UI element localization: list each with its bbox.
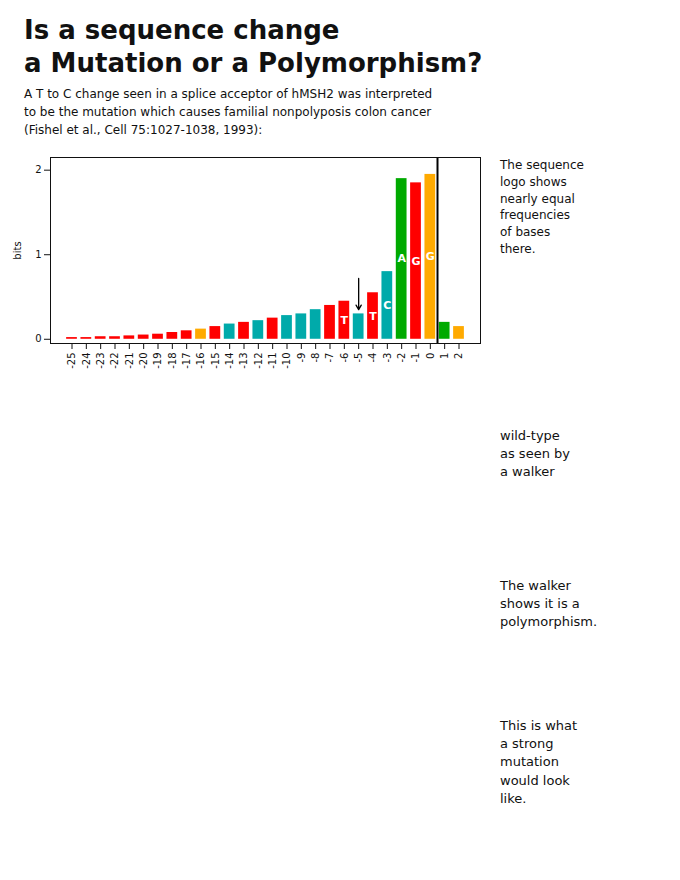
svg-text:-2: -2: [396, 353, 407, 363]
svg-text:-1: -1: [410, 353, 421, 363]
html-text:The sequence logo shows nearly: The sequence logo shows nearly equal fre…: [500, 158, 584, 256]
svg-text:2: 2: [453, 353, 464, 359]
svg-text:-15: -15: [210, 353, 221, 369]
svg-text:-21: -21: [124, 353, 135, 369]
svg-text:T: T: [369, 310, 377, 323]
svg-text:-13: -13: [238, 353, 249, 369]
svg-text:-6: -6: [339, 353, 350, 363]
svg-text:-22: -22: [109, 353, 120, 369]
svg-text:-19: -19: [152, 353, 163, 369]
html-text:This is what a strong mutation: This is what a strong mutation would loo…: [500, 718, 578, 806]
html-text:Is a sequence change a Mutatio: Is a sequence change a Mutation or a Pol…: [24, 15, 483, 78]
svg-text:-12: -12: [253, 353, 264, 369]
svg-text:C: C: [383, 299, 391, 312]
html-text:The walker shows it is a polym: The walker shows it is a polymorphism.: [500, 578, 598, 630]
svg-text:-7: -7: [324, 353, 335, 363]
svg-text:-3: -3: [382, 353, 393, 363]
svg-text:1: 1: [439, 353, 450, 359]
svg-text:-23: -23: [95, 353, 106, 369]
svg-text:-10: -10: [281, 353, 292, 369]
svg-text:-9: -9: [296, 353, 307, 363]
svg-text:0: 0: [425, 353, 436, 359]
svg-text:1: 1: [35, 249, 41, 260]
svg-text:T: T: [341, 314, 349, 327]
svg-text:-8: -8: [310, 353, 321, 363]
html-text:wild-type as seen by a walker: wild-type as seen by a walker: [500, 428, 570, 480]
svg-text:A: A: [397, 252, 406, 265]
svg-text:-20: -20: [138, 353, 149, 369]
svg-text:-11: -11: [267, 353, 278, 369]
svg-text:-4: -4: [367, 353, 378, 363]
svg-text:-5: -5: [353, 353, 364, 363]
svg-text:2: 2: [35, 164, 41, 175]
svg-text:0: 0: [35, 333, 41, 344]
svg-text:-14: -14: [224, 353, 235, 369]
svg-text:-17: -17: [181, 353, 192, 369]
svg-text:-18: -18: [167, 353, 178, 369]
svg-text:-16: -16: [195, 353, 206, 369]
svg-text:bits: bits: [12, 241, 23, 259]
svg-text:-25: -25: [66, 353, 77, 369]
svg-text:G: G: [411, 255, 420, 268]
svg-text:G: G: [426, 250, 435, 263]
html-text:A T to C change seen in a spli: A T to C change seen in a splice accepto…: [24, 87, 433, 137]
svg-text:-24: -24: [81, 353, 92, 369]
